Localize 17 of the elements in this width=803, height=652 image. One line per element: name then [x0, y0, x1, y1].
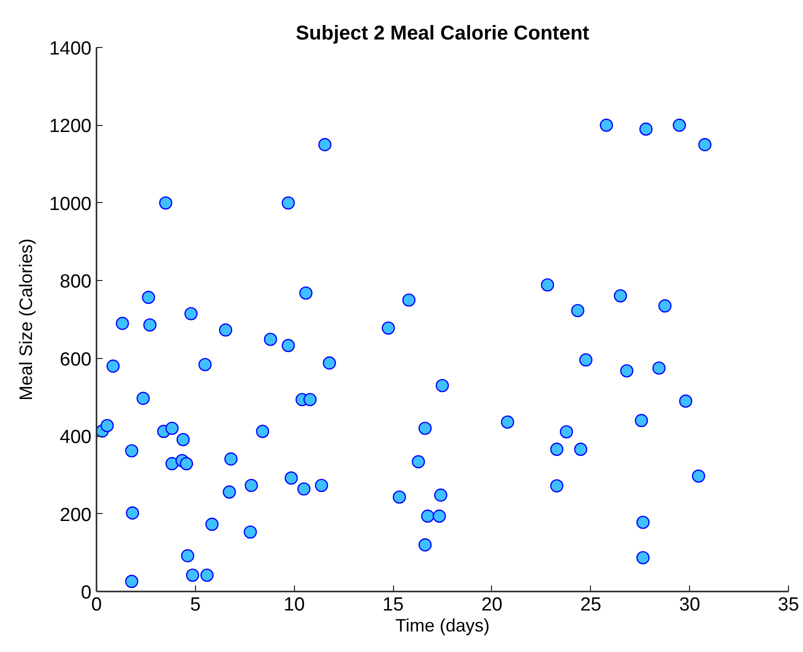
x-tick-label: 20	[481, 594, 502, 616]
x-tick-label: 30	[679, 594, 700, 616]
y-tick-label: 1000	[49, 194, 92, 215]
x-tick-label: 15	[382, 594, 404, 616]
x-tick-label: 35	[778, 594, 800, 616]
y-tick-label: 600	[60, 349, 92, 370]
x-tick-label: 5	[190, 594, 201, 616]
y-tick-label: 1400	[49, 38, 92, 60]
y-axis-title: Meal Size (Calories)	[16, 238, 36, 401]
x-tick-label: 10	[284, 594, 305, 616]
y-tick-label: 400	[60, 427, 92, 448]
y-tick-label: 800	[60, 272, 92, 293]
y-tick-label: 200	[60, 504, 92, 526]
chart-title: Subject 2 Meal Calorie Content	[296, 22, 590, 44]
y-tick-label: 1200	[49, 116, 92, 138]
x-tick-label: 25	[580, 594, 602, 616]
x-axis-title: Time (days)	[395, 616, 490, 636]
